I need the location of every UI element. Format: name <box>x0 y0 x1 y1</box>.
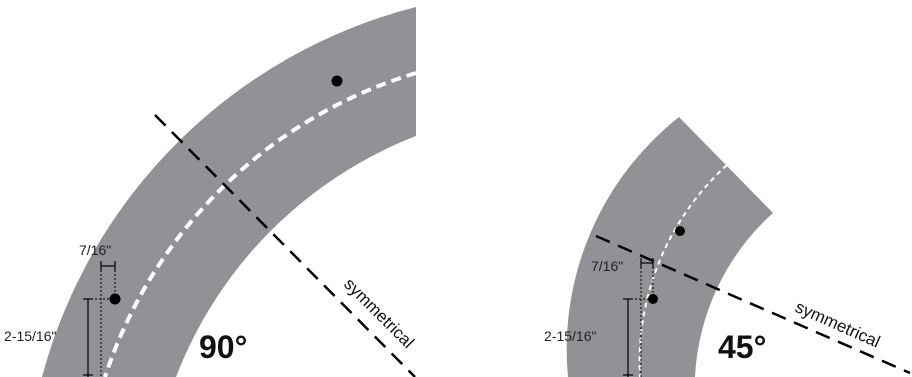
offset-dim-label-45: 7/16" <box>591 258 623 274</box>
center-point-top-90 <box>331 75 343 87</box>
height-dimension-45: 2-15/16" <box>544 298 653 377</box>
symmetry-axis-90 <box>154 114 416 377</box>
height-dimension-90: 2-15/16" <box>4 298 115 377</box>
height-dim-label-45: 2-15/16" <box>544 328 596 344</box>
track-centerline-45 <box>638 164 728 377</box>
figure-45: 7/16" 2-15/16" 45° symmetrical <box>544 117 911 377</box>
figure-90: 7/16" 2-15/16" 90° symmetrical <box>4 7 418 377</box>
center-point-top-45 <box>675 226 685 236</box>
offset-dimension-45: 7/16" <box>591 258 654 377</box>
offset-dimension-90: 7/16" <box>79 242 116 377</box>
symmetry-label-45: symmetrical <box>792 297 883 351</box>
curved-track-45 <box>566 117 773 377</box>
angle-label-45: 45° <box>718 329 766 365</box>
curved-track-90 <box>42 7 416 377</box>
track-centerline-90 <box>103 71 417 377</box>
height-dim-label: 2-15/16" <box>4 328 56 344</box>
symmetry-axis-45 <box>595 234 911 375</box>
angle-label-90: 90° <box>199 329 247 365</box>
offset-dim-label: 7/16" <box>79 242 111 258</box>
